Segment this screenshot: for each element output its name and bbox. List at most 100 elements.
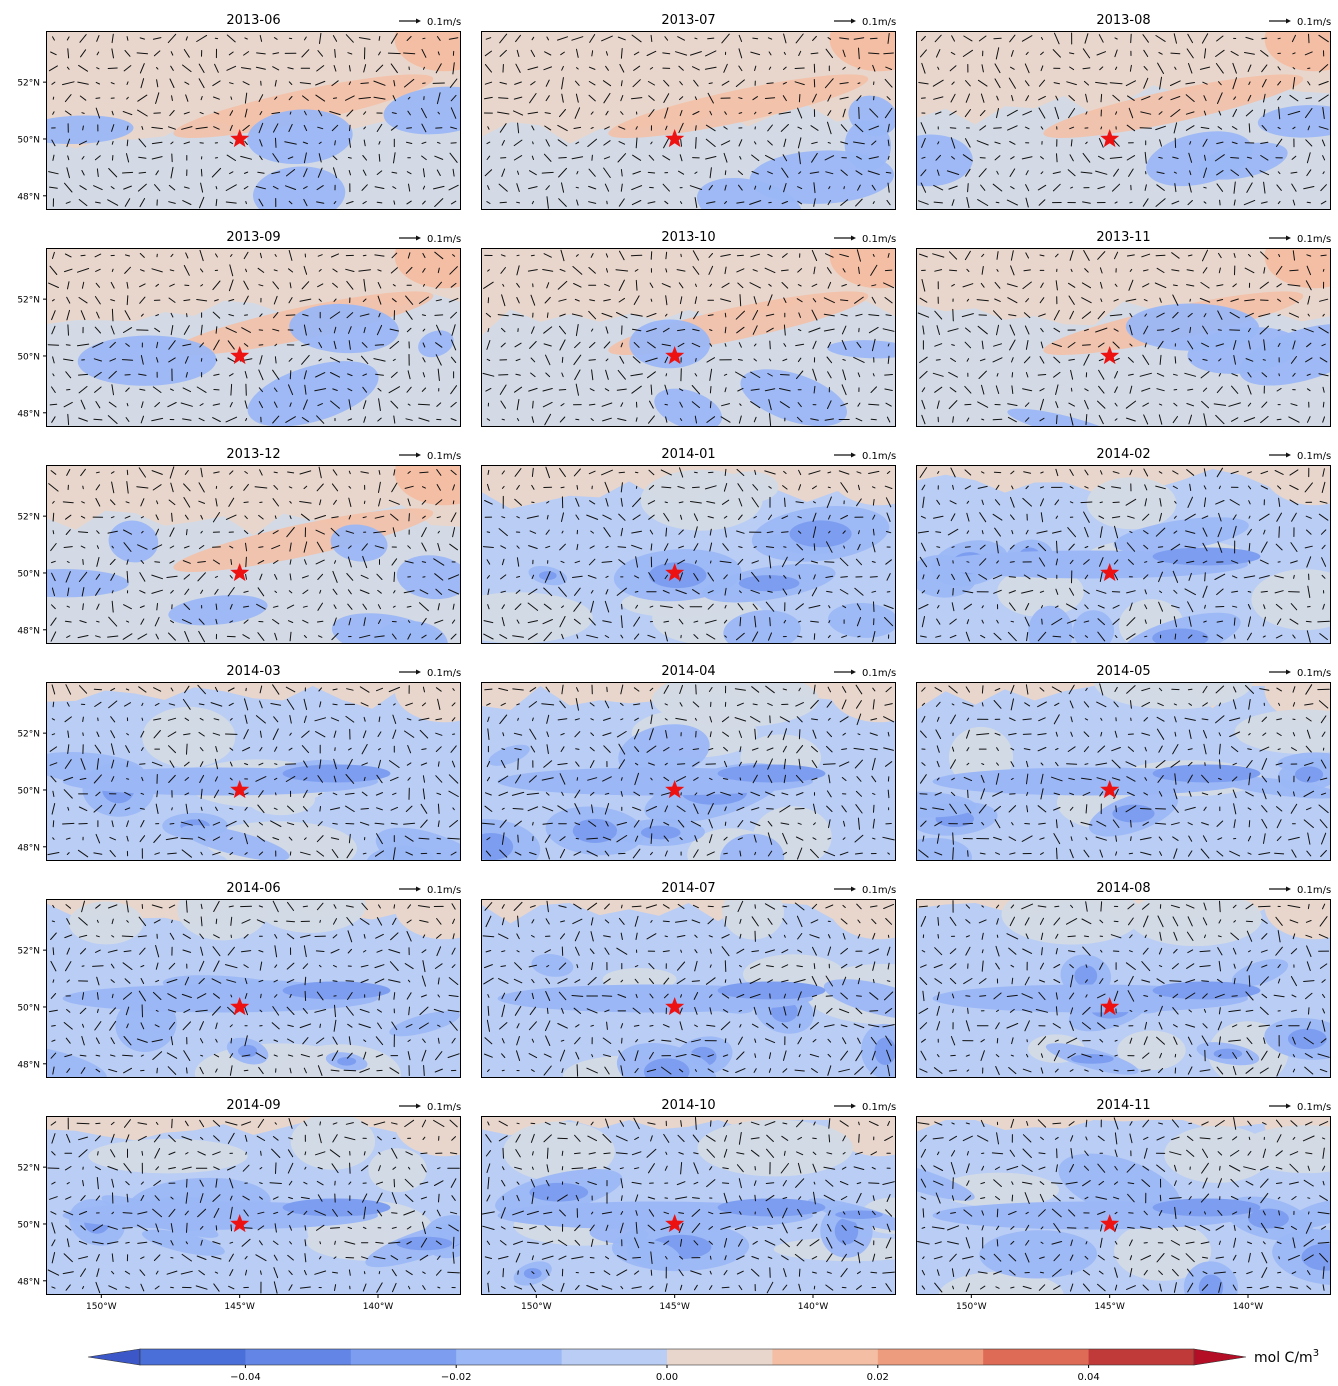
current-vector (617, 369, 626, 380)
current-vector (558, 905, 567, 908)
current-vector (138, 373, 147, 376)
current-vector (80, 1067, 86, 1074)
current-vector (722, 1054, 729, 1057)
current-vector (798, 151, 801, 165)
current-vector (1010, 265, 1015, 276)
current-vector (376, 573, 383, 580)
current-vector (272, 52, 280, 55)
current-vector (96, 35, 100, 42)
current-vector (1187, 33, 1193, 44)
current-vector (152, 37, 162, 40)
current-vector (516, 933, 520, 940)
current-vector (450, 745, 457, 753)
current-vector (840, 948, 848, 955)
current-vector (1291, 155, 1297, 160)
current-vector (421, 155, 427, 161)
current-vector (646, 745, 657, 753)
current-vector (140, 965, 145, 968)
current-vector (664, 762, 668, 766)
current-vector (605, 820, 609, 827)
current-vector (449, 78, 458, 88)
positive-anomaly-corner (829, 682, 896, 723)
current-vector (873, 601, 875, 612)
current-vector (1318, 804, 1329, 814)
current-vector (52, 512, 55, 522)
current-vector (168, 632, 176, 641)
current-vector (779, 401, 790, 409)
current-vector (67, 730, 70, 738)
current-vector (917, 312, 930, 318)
current-vector (215, 1022, 218, 1030)
current-vector (452, 254, 456, 257)
current-vector (620, 482, 623, 493)
current-vector (500, 267, 506, 274)
current-vector (346, 1052, 353, 1059)
current-vector (1041, 618, 1043, 625)
current-vector (768, 486, 772, 489)
current-vector (1112, 471, 1120, 474)
current-vector (180, 402, 193, 407)
current-vector (588, 66, 596, 70)
current-vector (1321, 139, 1326, 147)
current-vector (1217, 541, 1223, 553)
current-vector (721, 993, 730, 999)
current-vector (633, 703, 641, 706)
current-vector (96, 919, 99, 923)
current-vector (123, 65, 132, 72)
current-vector (1202, 81, 1208, 85)
current-vector (95, 949, 101, 953)
current-vector (619, 250, 625, 261)
current-vector (407, 904, 411, 909)
current-vector (499, 81, 507, 85)
current-vector (1200, 371, 1210, 379)
current-vector (168, 499, 176, 506)
current-vector (649, 282, 654, 288)
current-vector (887, 731, 890, 737)
current-vector (374, 344, 385, 346)
current-vector (976, 140, 989, 146)
current-vector (362, 603, 367, 610)
current-vector (486, 575, 490, 579)
current-vector (783, 138, 787, 148)
current-vector (1111, 747, 1121, 752)
current-vector (750, 589, 760, 594)
current-vector (66, 561, 70, 563)
current-vector (828, 514, 831, 520)
current-vector (198, 482, 205, 493)
current-vector (920, 122, 927, 134)
current-vector (783, 33, 787, 44)
current-vector (362, 386, 367, 393)
current-vector (690, 51, 702, 56)
current-vector (721, 499, 730, 505)
current-vector (183, 111, 190, 115)
current-vector (81, 501, 85, 504)
current-vector (66, 702, 70, 707)
current-vector (966, 298, 970, 302)
current-vector (1010, 698, 1014, 711)
current-vector (78, 571, 88, 582)
current-vector (664, 107, 669, 119)
current-vector (782, 918, 788, 925)
current-vector (451, 619, 456, 624)
current-vector (649, 1008, 654, 1014)
current-vector (137, 935, 147, 938)
current-vector (1158, 96, 1163, 100)
current-vector (200, 1038, 204, 1044)
current-vector (228, 497, 235, 507)
current-vector (826, 745, 833, 753)
current-vector (215, 198, 218, 207)
panel-title: 2013-12 (226, 447, 280, 462)
current-vector (498, 183, 508, 192)
positive-anomaly-corner (394, 31, 461, 72)
current-vector (1260, 590, 1268, 593)
current-vector (678, 122, 684, 134)
current-vector (677, 763, 686, 765)
current-vector (362, 254, 367, 257)
panel-frame (916, 465, 1331, 644)
current-vector (1083, 701, 1090, 708)
current-vector (1068, 402, 1075, 407)
current-vector (1109, 314, 1123, 317)
current-vector (823, 850, 836, 857)
current-vector (241, 919, 251, 924)
current-vector (559, 543, 566, 551)
